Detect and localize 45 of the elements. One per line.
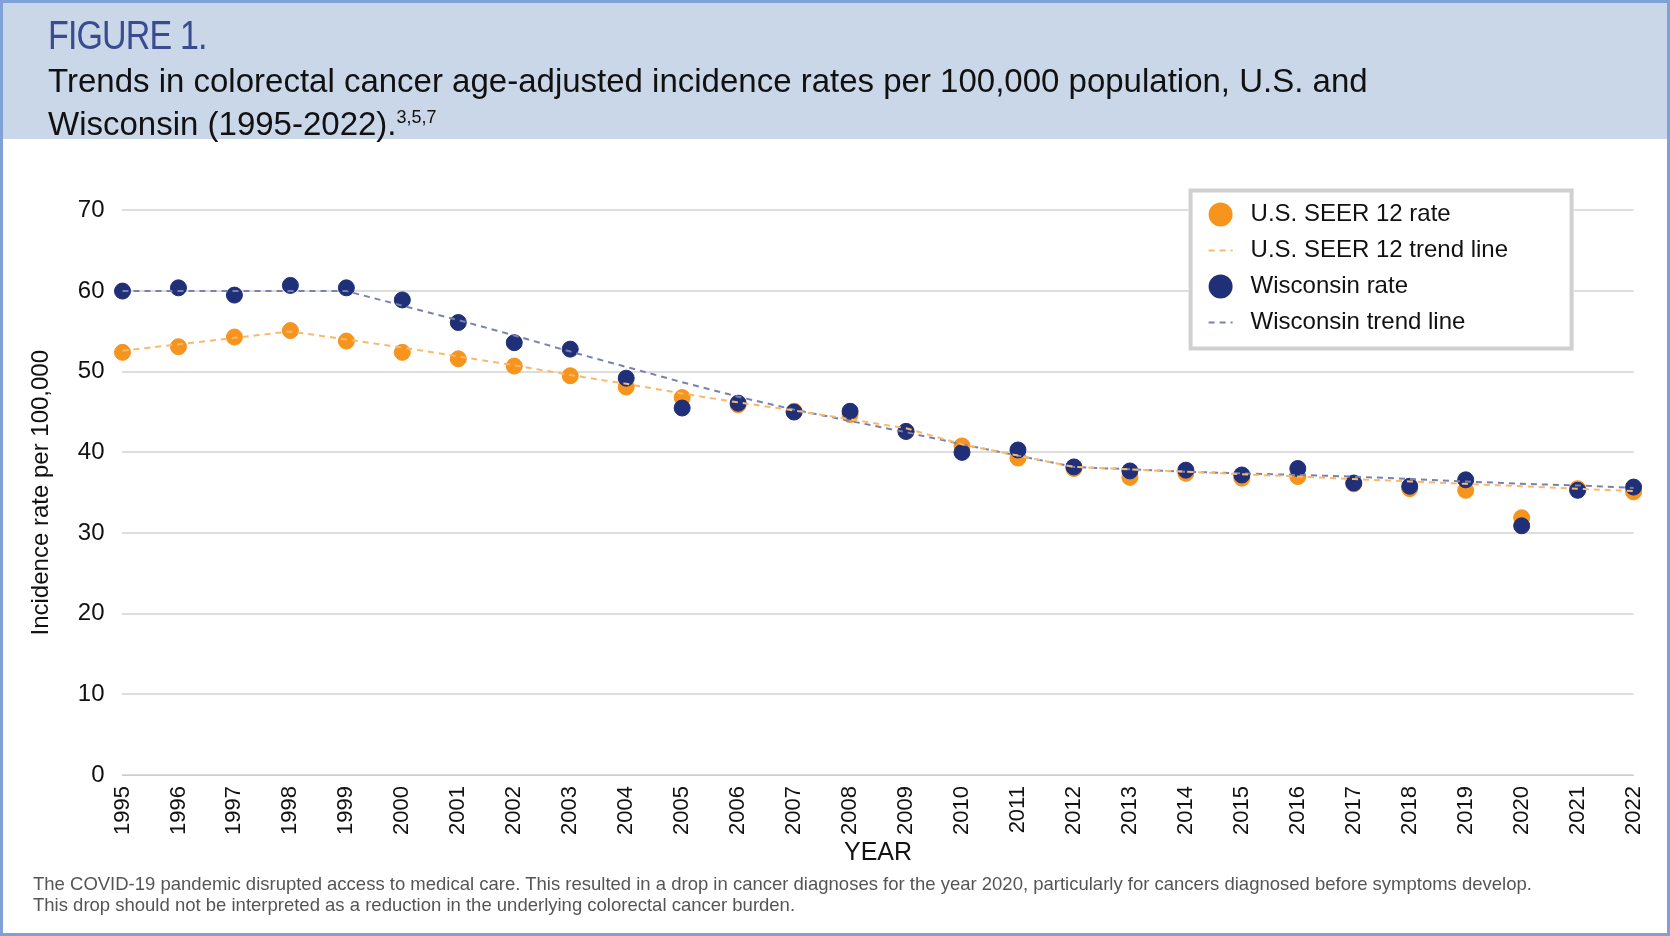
y-tick-label: 10 <box>77 679 105 707</box>
x-tick-label: 2011 <box>1004 786 1030 834</box>
x-tick-label: 2006 <box>724 786 750 836</box>
legend-label: U.S. SEER 12 trend line <box>1250 235 1509 263</box>
x-tick-label: 2022 <box>1619 786 1645 836</box>
x-tick-label: 2007 <box>780 786 806 836</box>
x-tick-label: 2005 <box>668 786 694 836</box>
x-tick-label: 1996 <box>164 786 190 836</box>
x-tick-label: 2015 <box>1227 786 1253 836</box>
y-tick-label: 30 <box>77 517 105 545</box>
x-tick-label: 1999 <box>332 786 358 836</box>
legend-label: U.S. SEER 12 rate <box>1250 199 1451 227</box>
y-tick-label: 70 <box>77 195 105 223</box>
x-tick-label: 2012 <box>1059 786 1085 836</box>
x-tick-label: 2000 <box>388 786 414 836</box>
legend-label: Wisconsin rate <box>1250 271 1408 299</box>
legend-label: Wisconsin trend line <box>1250 307 1466 335</box>
x-tick-label: 2017 <box>1339 786 1365 836</box>
x-tick-label: 2016 <box>1283 786 1309 836</box>
x-tick-label: 2013 <box>1115 786 1141 836</box>
y-tick-label: 0 <box>91 759 105 787</box>
x-tick-label: 2021 <box>1563 786 1589 836</box>
chart-title: FIGURE 1. <box>48 13 208 58</box>
x-tick-label: 2014 <box>1171 786 1197 836</box>
y-tick-label: 20 <box>77 598 105 626</box>
x-tick-label: 2002 <box>500 786 526 836</box>
x-tick-label: 2020 <box>1507 786 1533 836</box>
x-tick-label: 1995 <box>108 786 134 836</box>
y-tick-label: 60 <box>77 275 105 303</box>
x-tick-label: 2009 <box>892 786 918 836</box>
x-tick-label: 1997 <box>220 786 246 836</box>
y-tick-label: 40 <box>77 437 105 465</box>
x-tick-label: 2010 <box>948 786 974 836</box>
x-tick-label: 1998 <box>276 786 302 836</box>
x-tick-label: 2018 <box>1395 786 1421 836</box>
y-axis-title: Incidence rate per 100,000 <box>26 349 54 636</box>
x-tick-label: 2008 <box>836 786 862 836</box>
x-tick-label: 2019 <box>1451 786 1477 836</box>
y-tick-label: 50 <box>77 356 105 384</box>
x-axis-title: YEAR <box>844 836 913 865</box>
x-tick-label: 2001 <box>444 786 470 836</box>
chart-subtitle: Trends in colorectal cancer age-adjusted incidence rates per 100,000 population, U.S. and Wisconsin (1995-2022).$^{3,5,7}$ <box>48 62 1369 142</box>
x-tick-label: 2004 <box>612 786 638 836</box>
x-tick-label: 2003 <box>556 786 582 836</box>
text: The COVID-19 pandemic disrupted access to medical care. This resulted in a drop in cancer diagnoses for the year 2020, particularly for cancers diagnosed before symptoms develop. This drop should not be interpreted as a reduction in the underlying colorectal cancer burden. <box>33 873 1533 915</box>
